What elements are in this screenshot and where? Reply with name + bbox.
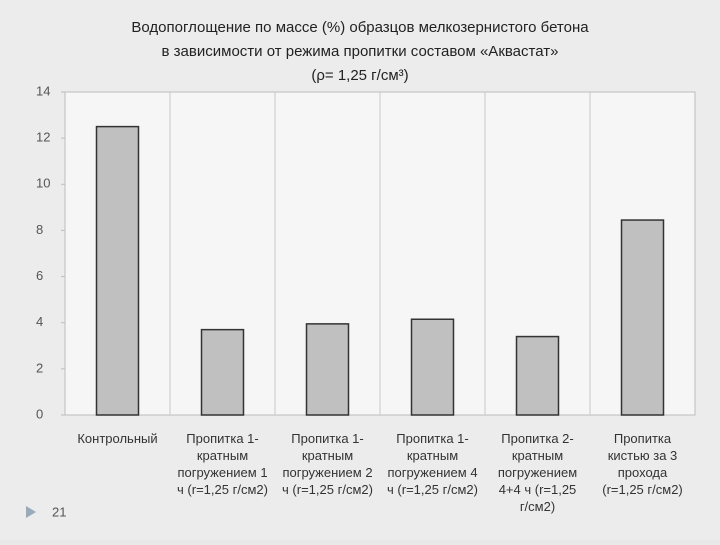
y-tick-label: 8 xyxy=(36,222,43,237)
chart-title-line: в зависимости от режима пропитки составо… xyxy=(162,43,559,60)
y-tick-label: 6 xyxy=(36,268,43,283)
bar xyxy=(200,328,245,416)
y-tick-label: 10 xyxy=(36,176,50,191)
page-number: 21 xyxy=(52,504,66,519)
bar xyxy=(305,323,350,416)
slide-arrow-icon xyxy=(26,506,36,518)
x-tick-label: Пропитка кистью за 3 прохода (r=1,25 г/см2) xyxy=(602,431,683,497)
y-tick-label: 12 xyxy=(36,130,50,145)
y-tick-label: 4 xyxy=(36,314,43,329)
y-tick-label: 14 xyxy=(36,83,50,98)
title: Водопоглощение по массе (%) образцов мел… xyxy=(131,19,589,84)
y-tick-label: 2 xyxy=(36,360,43,375)
bar xyxy=(515,335,560,416)
bar xyxy=(620,219,665,416)
x-tick-label: Контрольный xyxy=(77,431,157,446)
x-tick-label: Пропитка 2-кратным погружением 4+4 ч (r=1,… xyxy=(498,431,577,514)
chart-title-line: (ρ= 1,25 г/см³) xyxy=(311,67,408,84)
bar xyxy=(410,318,455,416)
chart-title-line: Водопоглощение по массе (%) образцов мел… xyxy=(131,19,589,36)
y-tick-label: 0 xyxy=(36,406,43,421)
bar xyxy=(95,125,140,416)
